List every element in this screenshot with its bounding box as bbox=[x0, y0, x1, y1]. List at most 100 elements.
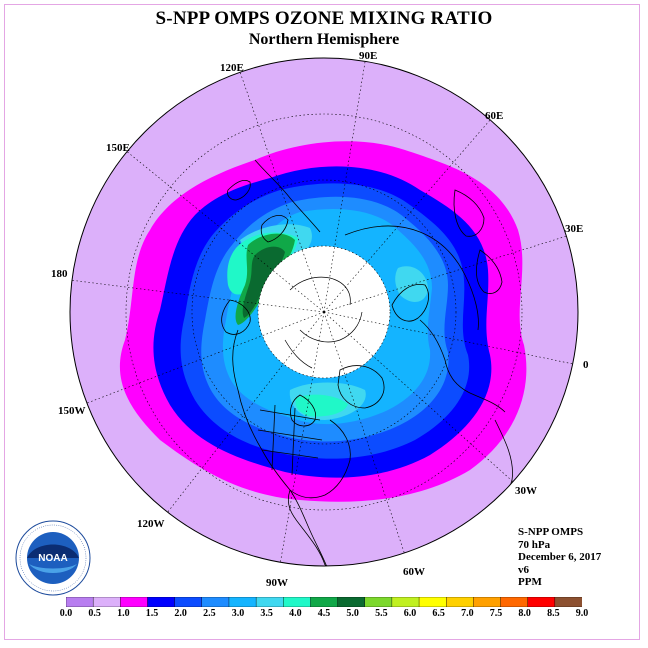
colorbar-swatch bbox=[364, 597, 393, 607]
meridian-150w bbox=[81, 311, 325, 406]
colorbar-swatch bbox=[66, 597, 94, 607]
colorbar-swatch bbox=[500, 597, 529, 607]
lon-label-0: 0 bbox=[583, 359, 589, 371]
lon-label-60w: 60W bbox=[403, 566, 425, 578]
coastline-north-america bbox=[232, 329, 331, 566]
colorbar-label: 6.5 bbox=[432, 608, 445, 619]
colorbar-label: 0.5 bbox=[88, 608, 101, 619]
coastline-us-grid-1 bbox=[257, 404, 323, 476]
figure-frame bbox=[4, 4, 640, 640]
contour-5-0 bbox=[242, 246, 285, 318]
coastlines bbox=[221, 159, 513, 566]
colorbar-label: 2.0 bbox=[174, 608, 187, 619]
info-instrument: S-NPP OMPS bbox=[518, 526, 584, 538]
lon-label-90e: 90E bbox=[359, 50, 378, 62]
colorbar-swatch bbox=[391, 597, 420, 607]
noaa-logo: NOAA bbox=[15, 520, 91, 596]
lon-label-150w: 150W bbox=[58, 405, 86, 417]
colorbar-label: 6.0 bbox=[403, 608, 417, 619]
colorbar-swatch bbox=[255, 597, 284, 607]
info-units: PPM bbox=[518, 576, 542, 588]
colorbar-label: 0.0 bbox=[59, 608, 73, 619]
lon-label-120w: 120W bbox=[137, 518, 165, 530]
meridian-90w bbox=[277, 311, 325, 566]
colorbar-swatch bbox=[310, 597, 339, 607]
coastline-asia-north bbox=[344, 225, 479, 331]
coastline-arctic-3 bbox=[284, 339, 313, 369]
graticule bbox=[70, 61, 578, 566]
colorbar-label: 1.0 bbox=[117, 608, 130, 619]
lon-label-150e: 150E bbox=[106, 142, 130, 154]
colorbar-label: 5.5 bbox=[375, 608, 388, 619]
coastline-alaska bbox=[221, 299, 251, 335]
coastline-arctic-1 bbox=[289, 276, 351, 306]
meridian-150e bbox=[124, 149, 325, 313]
colorbar-label: 8.5 bbox=[547, 608, 560, 619]
meridian-30e bbox=[323, 234, 571, 313]
coastline-scandinavia bbox=[391, 283, 429, 322]
coastline-arabia bbox=[476, 249, 503, 294]
parallel-60n bbox=[191, 179, 457, 445]
colorbar-label: 5.0 bbox=[346, 608, 359, 619]
info-level: 70 hPa bbox=[518, 538, 551, 551]
colorbar-label: 3.5 bbox=[260, 608, 273, 619]
coastline-asia-east bbox=[254, 159, 321, 233]
svg-text:NOAA: NOAA bbox=[38, 553, 67, 564]
coastline-greenland bbox=[337, 365, 385, 409]
map-subtitle: Northern Hemisphere bbox=[248, 31, 400, 48]
info-version: v6 bbox=[518, 563, 529, 576]
colorbar-labels: 0.0 0.5 1.0 1.5 2.0 2.5 3.0 3.5 4.0 4.5 5.0 5.5 6.0 6… bbox=[0, 608, 648, 622]
colorbar-swatch bbox=[554, 597, 582, 607]
colorbar-label: 9.0 bbox=[575, 608, 589, 619]
colorbar bbox=[66, 597, 582, 607]
lon-label-90w: 90W bbox=[266, 577, 288, 589]
info-block: S-NPP OMPS 70 hPa December 6, 2017 v6 PP… bbox=[518, 526, 601, 589]
colorbar-swatch bbox=[120, 597, 148, 607]
coastline-kamchatka bbox=[260, 215, 289, 243]
lon-label-60e: 60E bbox=[485, 110, 504, 122]
colorbar-swatch bbox=[418, 597, 447, 607]
colorbar-swatch bbox=[337, 597, 366, 607]
contour-3-5-c bbox=[395, 266, 428, 302]
map-boundary bbox=[69, 57, 579, 567]
lon-label-30w: 30W bbox=[515, 485, 537, 497]
colorbar-label: 3.0 bbox=[231, 608, 245, 619]
coastline-japan bbox=[227, 180, 251, 201]
colorbar-swatch bbox=[174, 597, 203, 607]
colorbar-swatch bbox=[228, 597, 257, 607]
coastline-arctic-2 bbox=[299, 311, 363, 343]
colorbar-swatch bbox=[147, 597, 176, 607]
colorbar-swatch bbox=[446, 597, 474, 607]
coastline-hudson bbox=[290, 394, 317, 427]
colorbar-label: 7.5 bbox=[489, 608, 503, 619]
coastline-india bbox=[453, 189, 485, 237]
lon-label-30e: 30E bbox=[565, 223, 584, 235]
meridian-60w bbox=[323, 311, 411, 566]
colorbar-swatch bbox=[201, 597, 230, 607]
parallel-45n bbox=[125, 113, 523, 511]
colorbar-swatch bbox=[283, 597, 311, 607]
coastline-central-america bbox=[287, 489, 326, 566]
colorbar-label: 1.5 bbox=[145, 608, 159, 619]
coastline-south-america bbox=[324, 564, 381, 566]
colorbar-swatch bbox=[473, 597, 502, 607]
meridian-180 bbox=[70, 279, 325, 313]
map-title: S-NPP OMPS OZONE MIXING RATIO bbox=[155, 8, 493, 29]
parallel-75n bbox=[257, 245, 391, 379]
lon-label-180: 180 bbox=[51, 268, 68, 280]
coastline-east-coast bbox=[289, 419, 351, 499]
coastline-europe bbox=[419, 319, 506, 413]
colorbar-swatch bbox=[92, 597, 121, 607]
colorbar-label: 7.0 bbox=[461, 608, 474, 619]
lon-label-120e: 120E bbox=[220, 62, 244, 74]
colorbar-label: 8.0 bbox=[518, 608, 531, 619]
colorbar-label: 4.0 bbox=[289, 608, 302, 619]
meridian-120w bbox=[159, 311, 325, 523]
arctic-coastlines bbox=[284, 276, 363, 369]
meridian-0 bbox=[323, 311, 578, 366]
colorbar-label: 4.5 bbox=[317, 608, 331, 619]
colorbar-swatch bbox=[527, 597, 556, 607]
colorbar-label: 2.5 bbox=[203, 608, 216, 619]
info-date: December 6, 2017 bbox=[518, 551, 602, 563]
